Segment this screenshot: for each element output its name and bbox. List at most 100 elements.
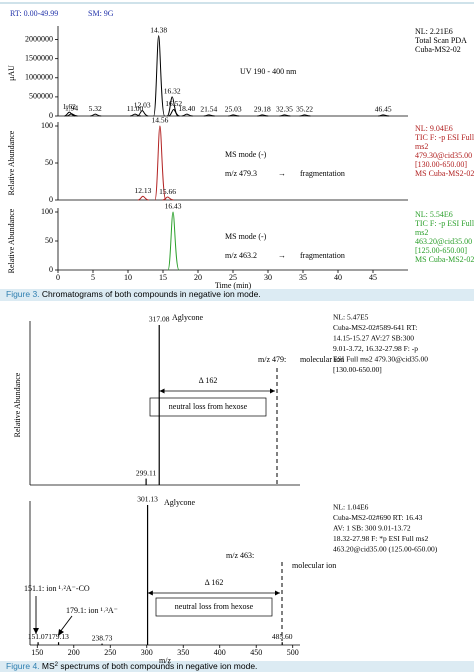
x-tick-label: 300 bbox=[141, 648, 153, 657]
x-tick-label: 35 bbox=[299, 273, 307, 282]
x-axis-label: Time (min) bbox=[215, 281, 252, 290]
info-line: [130.00-650.00] bbox=[415, 160, 467, 169]
peak bbox=[137, 110, 149, 117]
peak-label: 317.08 bbox=[149, 315, 170, 324]
y-tick-label: 0 bbox=[49, 111, 53, 120]
peak bbox=[228, 114, 240, 117]
annotation: fragmentation bbox=[300, 169, 345, 178]
x-tick-label: 5 bbox=[91, 273, 95, 282]
peak bbox=[168, 109, 180, 117]
annotation: UV 190 - 400 nm bbox=[240, 67, 297, 76]
rt-range: RT: 0.00-49.99 bbox=[10, 9, 58, 18]
caption-text: Chromatograms of both compounds in negat… bbox=[40, 289, 261, 299]
peak bbox=[181, 113, 193, 117]
caption-band bbox=[0, 661, 474, 672]
x-tick-label: 15 bbox=[159, 273, 167, 282]
peak bbox=[137, 195, 149, 201]
peak-label: 16.43 bbox=[165, 202, 182, 211]
peak bbox=[64, 111, 76, 117]
peak-label: 1.94 bbox=[65, 103, 78, 112]
x-tick-label: 450 bbox=[250, 648, 262, 657]
caption-band bbox=[0, 289, 474, 301]
info-line: [130.00-650.00] bbox=[333, 365, 382, 374]
figure-caption: Figure 4. MS2 spectrums of both compound… bbox=[6, 661, 257, 671]
y-tick-label: 500000 bbox=[29, 92, 53, 101]
x-axis-label: m/z bbox=[159, 656, 171, 665]
annotation: 151.1: ion ¹˒²A⁻-CO bbox=[24, 584, 90, 593]
annotation: fragmentation bbox=[300, 251, 345, 260]
peak-label: 301.13 bbox=[137, 495, 158, 504]
info-line: AV: 1 SB: 300 9.01-13.72 bbox=[333, 524, 411, 533]
info-line: Cuba-MS2-02#690 RT: 16.43 bbox=[333, 513, 423, 522]
peak-label: 12.13 bbox=[134, 186, 151, 195]
x-tick-label: 0 bbox=[56, 273, 60, 282]
y-tick-label: 50 bbox=[45, 158, 53, 167]
caption-sup: 2 bbox=[55, 662, 59, 668]
peak-label: 18.40 bbox=[178, 104, 195, 113]
annotation: → bbox=[278, 251, 286, 260]
smoothing: SM: 9G bbox=[88, 9, 114, 18]
info-line: TIC F: -p ESI Full bbox=[415, 133, 474, 142]
peak-label: 21.54 bbox=[200, 105, 217, 114]
annotation: neutral loss from hexose bbox=[175, 602, 254, 611]
info-line: ms2 bbox=[415, 142, 428, 151]
peak-label: 1.62 bbox=[63, 102, 76, 111]
peak bbox=[153, 35, 166, 117]
annotation: → bbox=[278, 169, 286, 178]
arrow-head bbox=[275, 590, 280, 596]
peak-label: 14.56 bbox=[151, 116, 168, 125]
annotation: MS mode (-) bbox=[225, 232, 267, 241]
annotation: molecular ion bbox=[300, 355, 344, 364]
peak-label: 16.32 bbox=[164, 87, 181, 96]
y-tick-label: 0 bbox=[49, 195, 53, 204]
info-line: Cuba-MS2-02 bbox=[415, 45, 461, 54]
peak-label: 179.13 bbox=[48, 632, 69, 641]
x-tick-label: 20 bbox=[194, 273, 202, 282]
caption-label: Figure 3. bbox=[6, 289, 40, 299]
y-axis-label: Relative Abundance bbox=[7, 130, 16, 195]
caption-text: spectrums of both compounds in negative … bbox=[58, 661, 257, 671]
annotation: m/z 479: bbox=[258, 355, 286, 364]
peak-label: 25.03 bbox=[225, 105, 242, 114]
peak-label: 5.32 bbox=[89, 104, 102, 113]
annotation: m/z 479.3 bbox=[225, 169, 257, 178]
peak bbox=[154, 125, 167, 201]
info-line: MS Cuba-MS2-02 bbox=[415, 255, 474, 264]
note-box bbox=[149, 397, 267, 417]
y-axis-label: Relative Abundance bbox=[7, 208, 16, 273]
x-tick-label: 200 bbox=[68, 648, 80, 657]
y-tick-label: 1500000 bbox=[25, 53, 53, 62]
peak-label: 12.03 bbox=[134, 100, 151, 109]
y-tick-label: 100 bbox=[41, 207, 53, 216]
y-tick-label: 1000000 bbox=[25, 73, 53, 82]
info-line: NL: 1.04E6 bbox=[333, 503, 369, 512]
info-line: NL: 9.04E6 bbox=[415, 124, 453, 133]
peak-label: 46.45 bbox=[375, 105, 392, 114]
peak-label: 485.60 bbox=[272, 632, 293, 641]
peak-label: 11.00 bbox=[127, 104, 144, 113]
info-line: ESI Full ms2 479.30@cid35.00 bbox=[333, 355, 428, 364]
annotation: Δ 162 bbox=[199, 376, 218, 385]
annotation: 179.1: ion ¹˒³A⁻ bbox=[66, 606, 118, 615]
info-line: NL: 5.54E6 bbox=[415, 210, 453, 219]
peak-label: 299.11 bbox=[136, 468, 157, 477]
x-tick-label: 350 bbox=[177, 648, 189, 657]
annotation: molecular ion bbox=[292, 561, 336, 570]
arrow-head bbox=[159, 388, 165, 394]
peak bbox=[378, 114, 390, 117]
info-line: TIC F: -p ESI Full bbox=[415, 219, 474, 228]
x-tick-label: 10 bbox=[124, 273, 132, 282]
peak-label: 29.18 bbox=[254, 105, 271, 114]
peak-label: 15.66 bbox=[159, 187, 176, 196]
caption-label: Figure 4. bbox=[6, 661, 40, 671]
info-line: 18.32-27.98 F: *p ESI Full ms2 bbox=[333, 534, 428, 543]
x-tick-label: 500 bbox=[287, 648, 299, 657]
x-tick-label: 400 bbox=[214, 648, 226, 657]
annotation: Aglycone bbox=[164, 498, 196, 507]
caption-text: MS bbox=[40, 661, 55, 671]
y-axis-label: Relative Abundance bbox=[13, 372, 22, 437]
annotation: neutral loss from hexose bbox=[169, 402, 248, 411]
note-box bbox=[155, 597, 273, 617]
info-line: MS Cuba-MS2-02 bbox=[415, 169, 474, 178]
